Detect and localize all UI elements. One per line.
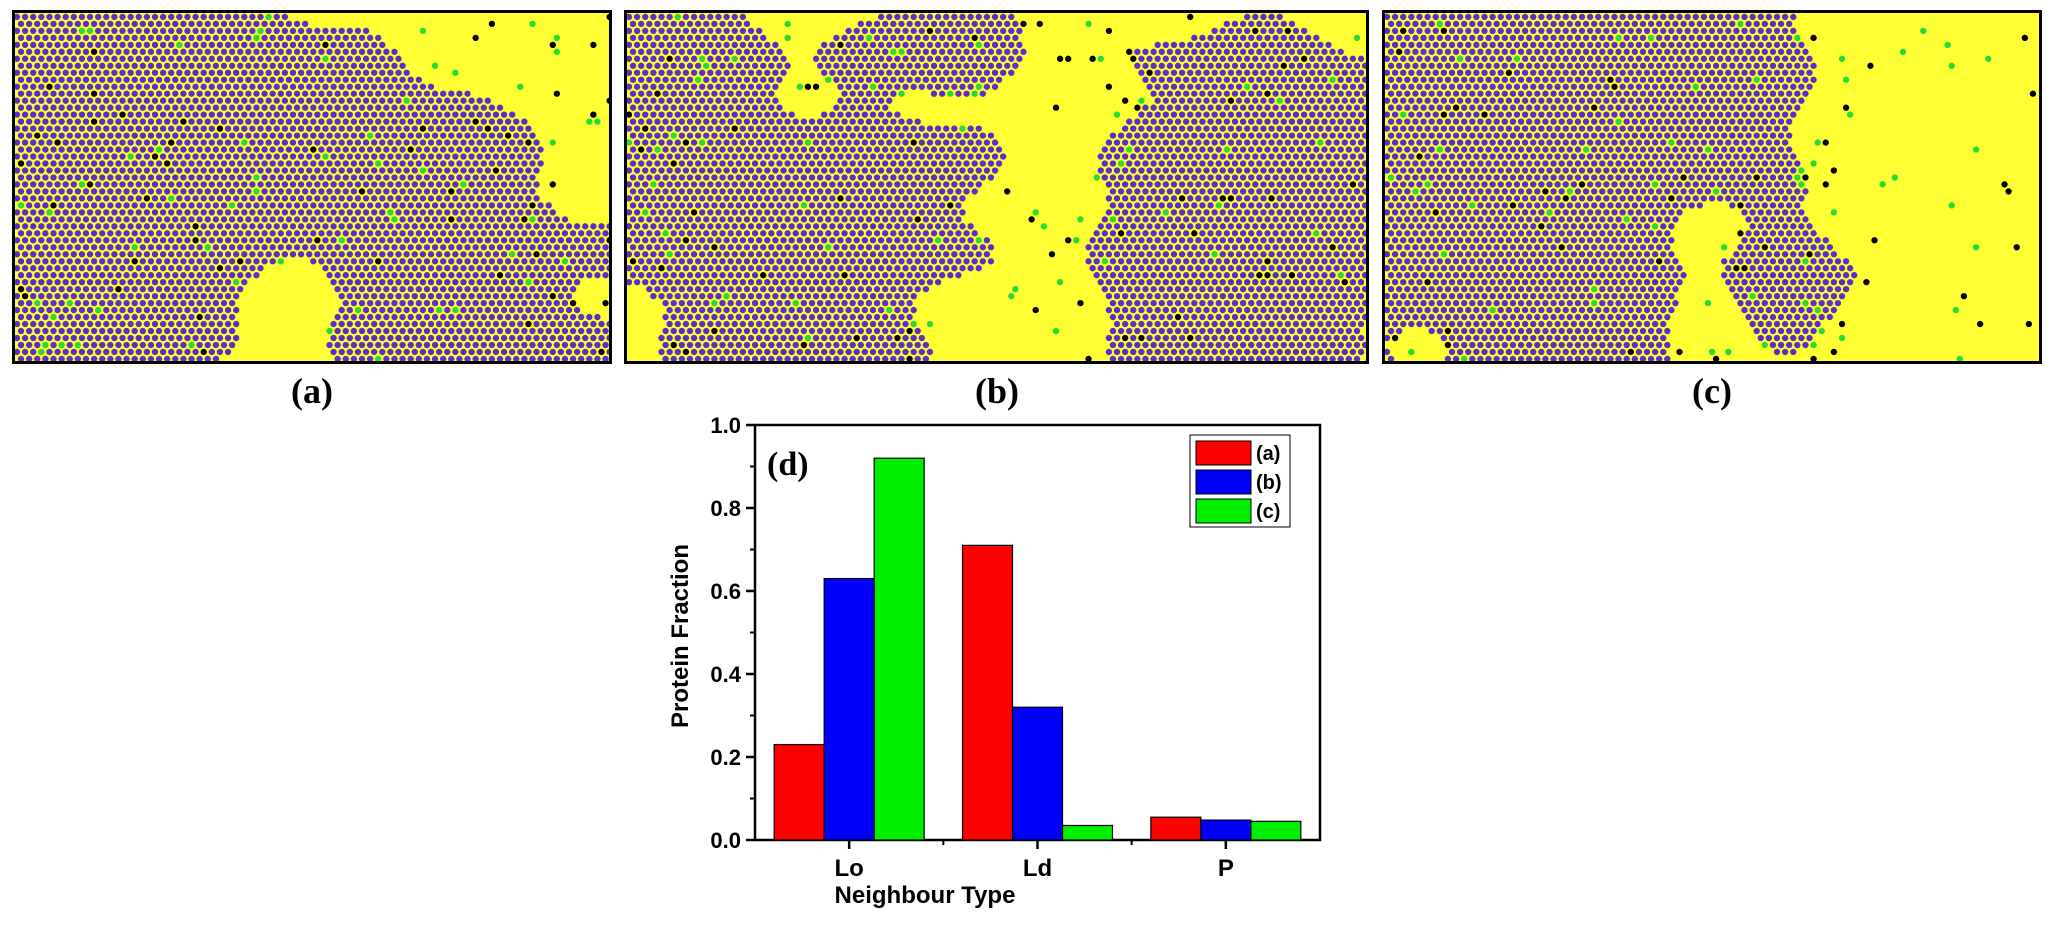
bar-ld-a bbox=[961, 544, 1014, 841]
lattice-panel-b bbox=[624, 10, 1369, 364]
lattice-panel-a bbox=[12, 10, 612, 364]
x-tick-label: P bbox=[1218, 855, 1234, 882]
y-tick-label: 0.4 bbox=[710, 662, 741, 687]
lattice-c-svg bbox=[1385, 13, 2039, 361]
legend-swatch bbox=[1195, 440, 1252, 466]
panel-label-b: (b) bbox=[975, 371, 1019, 411]
y-tick-label: 0.6 bbox=[710, 579, 741, 604]
bar-chart: Protein Fraction Neighbour Type (d) 0.0 0… bbox=[667, 413, 1322, 909]
legend-swatch bbox=[1195, 469, 1252, 495]
legend-label: (b) bbox=[1256, 472, 1282, 494]
x-tick-label: Lo bbox=[835, 855, 864, 882]
lattice-b-svg bbox=[627, 13, 1366, 361]
panel-label-a: (a) bbox=[291, 371, 333, 411]
bar-ld-c bbox=[1061, 824, 1114, 841]
bar-lo-b bbox=[823, 577, 875, 841]
bar-p-b bbox=[1200, 819, 1252, 841]
panel-label-c: (c) bbox=[1692, 371, 1732, 411]
chart-xlabel: Neighbour Type bbox=[835, 882, 1016, 909]
y-tick-label: 1.0 bbox=[710, 413, 741, 438]
legend-label: (a) bbox=[1256, 443, 1280, 465]
bar-lo-c bbox=[873, 457, 925, 841]
bar-ld-b bbox=[1011, 706, 1064, 841]
legend-swatch bbox=[1195, 498, 1252, 524]
bar-lo-a bbox=[773, 743, 825, 841]
bar-p-a bbox=[1150, 816, 1202, 841]
chart-panel-label: (d) bbox=[767, 446, 809, 483]
lattice-a-svg bbox=[15, 13, 609, 361]
y-tick-label: 0.8 bbox=[710, 496, 741, 521]
lattice-panel-c bbox=[1382, 10, 2042, 364]
x-tick-label: Ld bbox=[1023, 855, 1052, 882]
legend-label: (c) bbox=[1256, 501, 1280, 523]
bar-p-c bbox=[1250, 820, 1302, 841]
y-tick-label: 0.2 bbox=[710, 745, 741, 770]
chart-ylabel: Protein Fraction bbox=[667, 544, 694, 728]
y-tick-label: 0.0 bbox=[710, 828, 741, 853]
